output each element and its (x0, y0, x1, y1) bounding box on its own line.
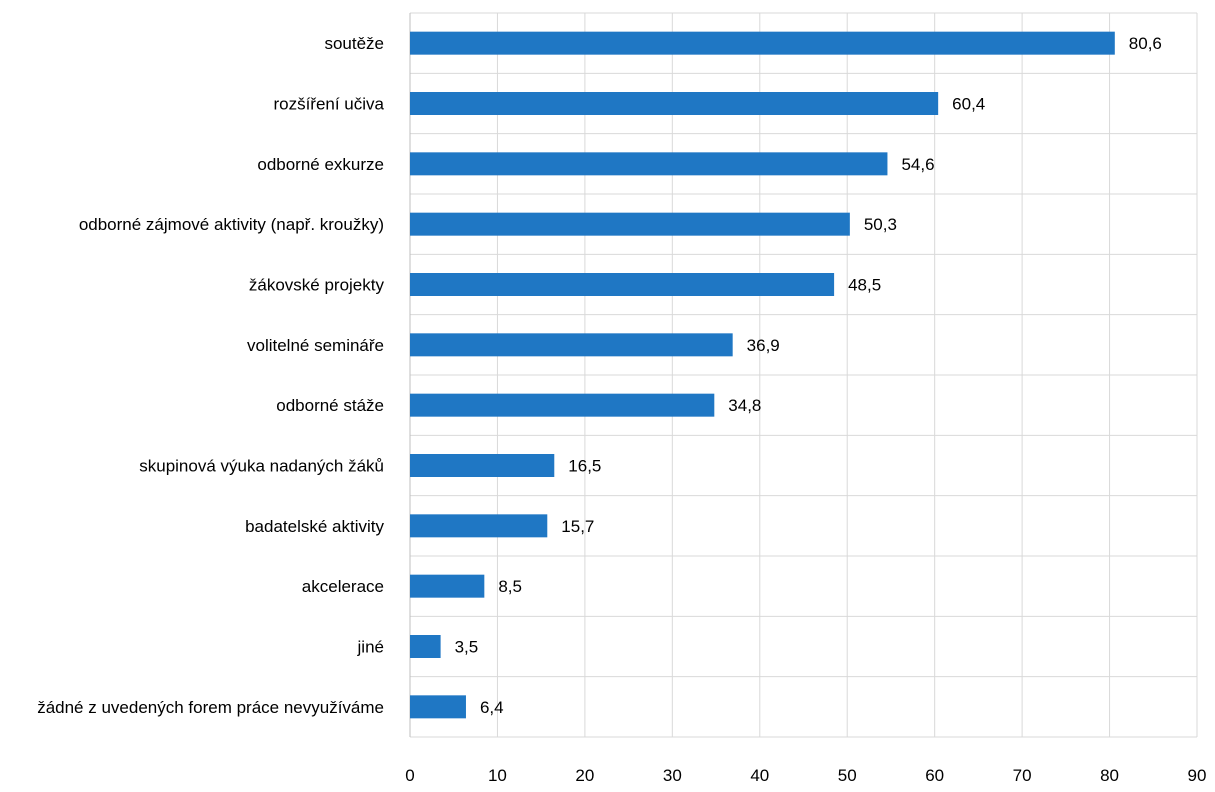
x-tick-label: 90 (1188, 766, 1207, 785)
category-label: žákovské projekty (249, 276, 385, 295)
category-label: volitelné semináře (247, 336, 384, 355)
bar (410, 212, 850, 236)
category-label: soutěže (324, 34, 384, 53)
x-tick-label: 80 (1100, 766, 1119, 785)
data-label: 15,7 (561, 517, 594, 536)
bar-layer (410, 31, 1115, 719)
category-label: jiné (357, 638, 384, 657)
data-label: 50,3 (864, 215, 897, 234)
bar (410, 273, 835, 296)
bar (410, 333, 733, 357)
label-layer: 0 10 20 30 40 50 60 70 80 90 soutěže 80,6 rozšíření … (37, 34, 1206, 785)
data-label: 6,4 (480, 698, 504, 717)
bar (410, 635, 441, 658)
data-label: 60,4 (952, 95, 985, 114)
category-label: žádné z uvedených forem práce nevyužívám… (37, 698, 384, 717)
bar (410, 514, 548, 538)
data-label: 54,6 (901, 155, 934, 174)
category-label: akcelerace (302, 577, 384, 596)
data-label: 80,6 (1129, 34, 1162, 53)
x-tick-label: 40 (750, 766, 769, 785)
data-label: 3,5 (455, 638, 479, 657)
bar (410, 92, 939, 115)
bar (410, 695, 466, 719)
x-tick-label: 70 (1013, 766, 1032, 785)
x-tick-label: 60 (925, 766, 944, 785)
category-label: odborné exkurze (257, 155, 384, 174)
category-label: badatelské aktivity (245, 517, 384, 536)
bar (410, 454, 555, 477)
category-label: odborné stáže (276, 396, 384, 415)
bar (410, 31, 1115, 55)
data-label: 34,8 (728, 396, 761, 415)
x-tick-label: 0 (405, 766, 414, 785)
x-tick-label: 30 (663, 766, 682, 785)
x-tick-label: 20 (575, 766, 594, 785)
x-tick-label: 50 (838, 766, 857, 785)
x-tick-label: 10 (488, 766, 507, 785)
bar (410, 393, 715, 417)
data-label: 16,5 (568, 457, 601, 476)
grid-layer (409, 12, 1198, 738)
category-label: rozšíření učiva (273, 95, 384, 114)
data-label: 36,9 (747, 336, 780, 355)
bar (410, 152, 888, 176)
data-label: 48,5 (848, 276, 881, 295)
data-label: 8,5 (498, 577, 522, 596)
category-label: skupinová výuka nadaných žáků (139, 457, 384, 476)
category-label: odborné zájmové aktivity (např. kroužky) (79, 215, 384, 234)
bar (410, 574, 485, 598)
